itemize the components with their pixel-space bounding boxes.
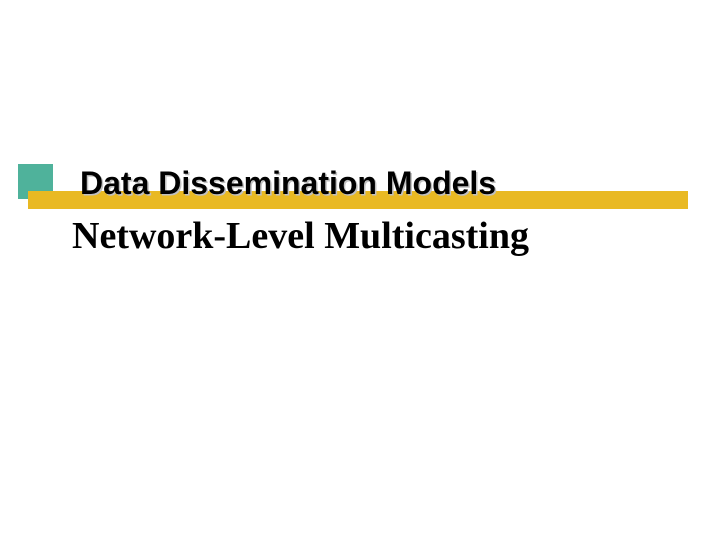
title-decoration: [18, 164, 68, 214]
slide-heading: Data Dissemination Models: [80, 165, 496, 202]
slide-subtitle: Network-Level Multicasting: [72, 214, 529, 258]
